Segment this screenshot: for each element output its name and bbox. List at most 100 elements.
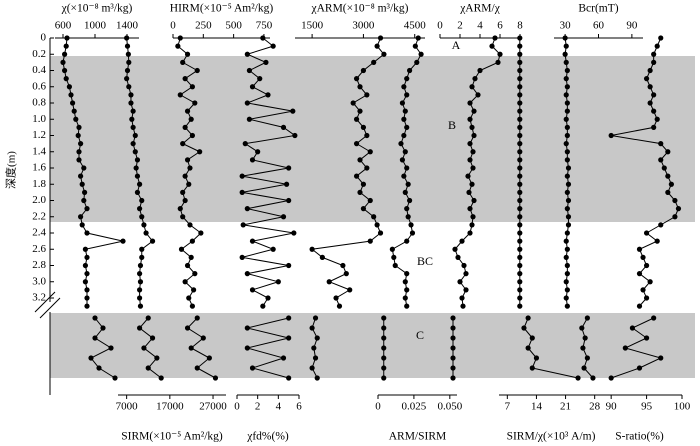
data-point	[564, 124, 570, 130]
data-point	[404, 303, 410, 309]
x-tick-label: 2	[255, 401, 261, 413]
profile-line	[454, 37, 501, 307]
data-point	[353, 116, 360, 122]
data-point	[82, 279, 88, 285]
y-axis-label: 深度(m)	[4, 151, 18, 189]
y-tick-label: 2.8	[32, 259, 46, 271]
data-point	[469, 181, 475, 187]
data-point	[360, 206, 367, 212]
data-point	[265, 92, 271, 98]
data-point	[62, 51, 68, 57]
data-point	[450, 315, 456, 321]
data-point	[402, 108, 408, 114]
data-point	[467, 141, 473, 147]
data-point	[651, 59, 657, 65]
y-tick-label: 3.2	[32, 292, 46, 304]
data-point	[461, 262, 467, 269]
data-point	[84, 206, 90, 212]
data-point	[564, 108, 570, 114]
data-point	[326, 279, 332, 285]
data-point	[92, 335, 98, 341]
data-point	[263, 59, 269, 65]
data-point	[563, 116, 569, 122]
data-point	[414, 59, 420, 65]
data-point	[590, 375, 596, 381]
data-point	[182, 197, 188, 204]
data-point	[76, 157, 82, 163]
data-point	[182, 76, 188, 82]
data-point	[401, 116, 407, 122]
data-point	[643, 262, 650, 269]
data-point	[311, 345, 317, 351]
data-point	[347, 287, 353, 293]
data-point	[525, 345, 531, 351]
data-point	[647, 279, 653, 285]
data-point	[629, 325, 636, 331]
data-point	[188, 116, 194, 122]
data-point	[143, 230, 149, 236]
data-point	[517, 141, 523, 147]
data-point	[564, 230, 570, 236]
data-point	[517, 165, 523, 171]
data-point	[246, 67, 252, 74]
data-point	[139, 197, 145, 204]
data-point	[137, 262, 144, 269]
data-point	[154, 355, 160, 361]
data-point	[564, 173, 570, 179]
data-point	[141, 345, 147, 351]
data-point	[312, 315, 319, 321]
data-point	[658, 35, 664, 41]
axis-title: χfd%(%)	[246, 431, 289, 443]
data-point	[471, 132, 477, 139]
data-point	[189, 132, 195, 139]
data-point	[265, 295, 271, 301]
data-point	[517, 279, 523, 285]
data-point	[178, 246, 185, 252]
y-tick-label: 2.4	[32, 227, 46, 239]
data-point	[517, 100, 523, 106]
data-point	[517, 92, 523, 98]
data-point	[401, 132, 407, 139]
data-point	[404, 124, 410, 130]
data-point	[470, 149, 476, 155]
data-point	[84, 303, 90, 309]
data-point	[565, 214, 572, 220]
data-point	[134, 157, 141, 163]
data-point	[350, 100, 356, 106]
data-point	[517, 246, 523, 252]
data-point	[675, 206, 682, 212]
data-point	[521, 325, 527, 331]
data-point	[381, 365, 387, 371]
data-point	[563, 279, 569, 285]
data-point	[188, 254, 194, 260]
data-point	[291, 230, 297, 236]
data-point	[517, 76, 523, 82]
data-point	[130, 124, 136, 130]
data-point	[450, 345, 456, 351]
zone-label: BC	[417, 254, 433, 268]
data-point	[82, 246, 88, 252]
data-point	[404, 238, 410, 244]
x-tick-label: 28	[589, 401, 601, 413]
data-point	[124, 76, 130, 82]
data-point	[665, 173, 671, 179]
data-point	[391, 254, 397, 260]
data-point	[180, 214, 186, 220]
data-point	[191, 287, 197, 293]
data-point	[137, 303, 144, 309]
data-point	[450, 375, 456, 381]
data-point	[517, 59, 523, 65]
data-point	[194, 67, 200, 74]
data-point	[517, 124, 523, 130]
data-point	[244, 345, 250, 351]
data-point	[575, 375, 581, 381]
data-point	[125, 51, 131, 57]
data-point	[636, 271, 643, 277]
data-point	[565, 181, 572, 187]
data-point	[463, 287, 469, 293]
data-point	[78, 214, 84, 220]
y-tick-label: 0.4	[32, 64, 46, 76]
data-point	[180, 141, 186, 147]
data-point	[286, 262, 292, 269]
axis-break	[34, 291, 56, 313]
